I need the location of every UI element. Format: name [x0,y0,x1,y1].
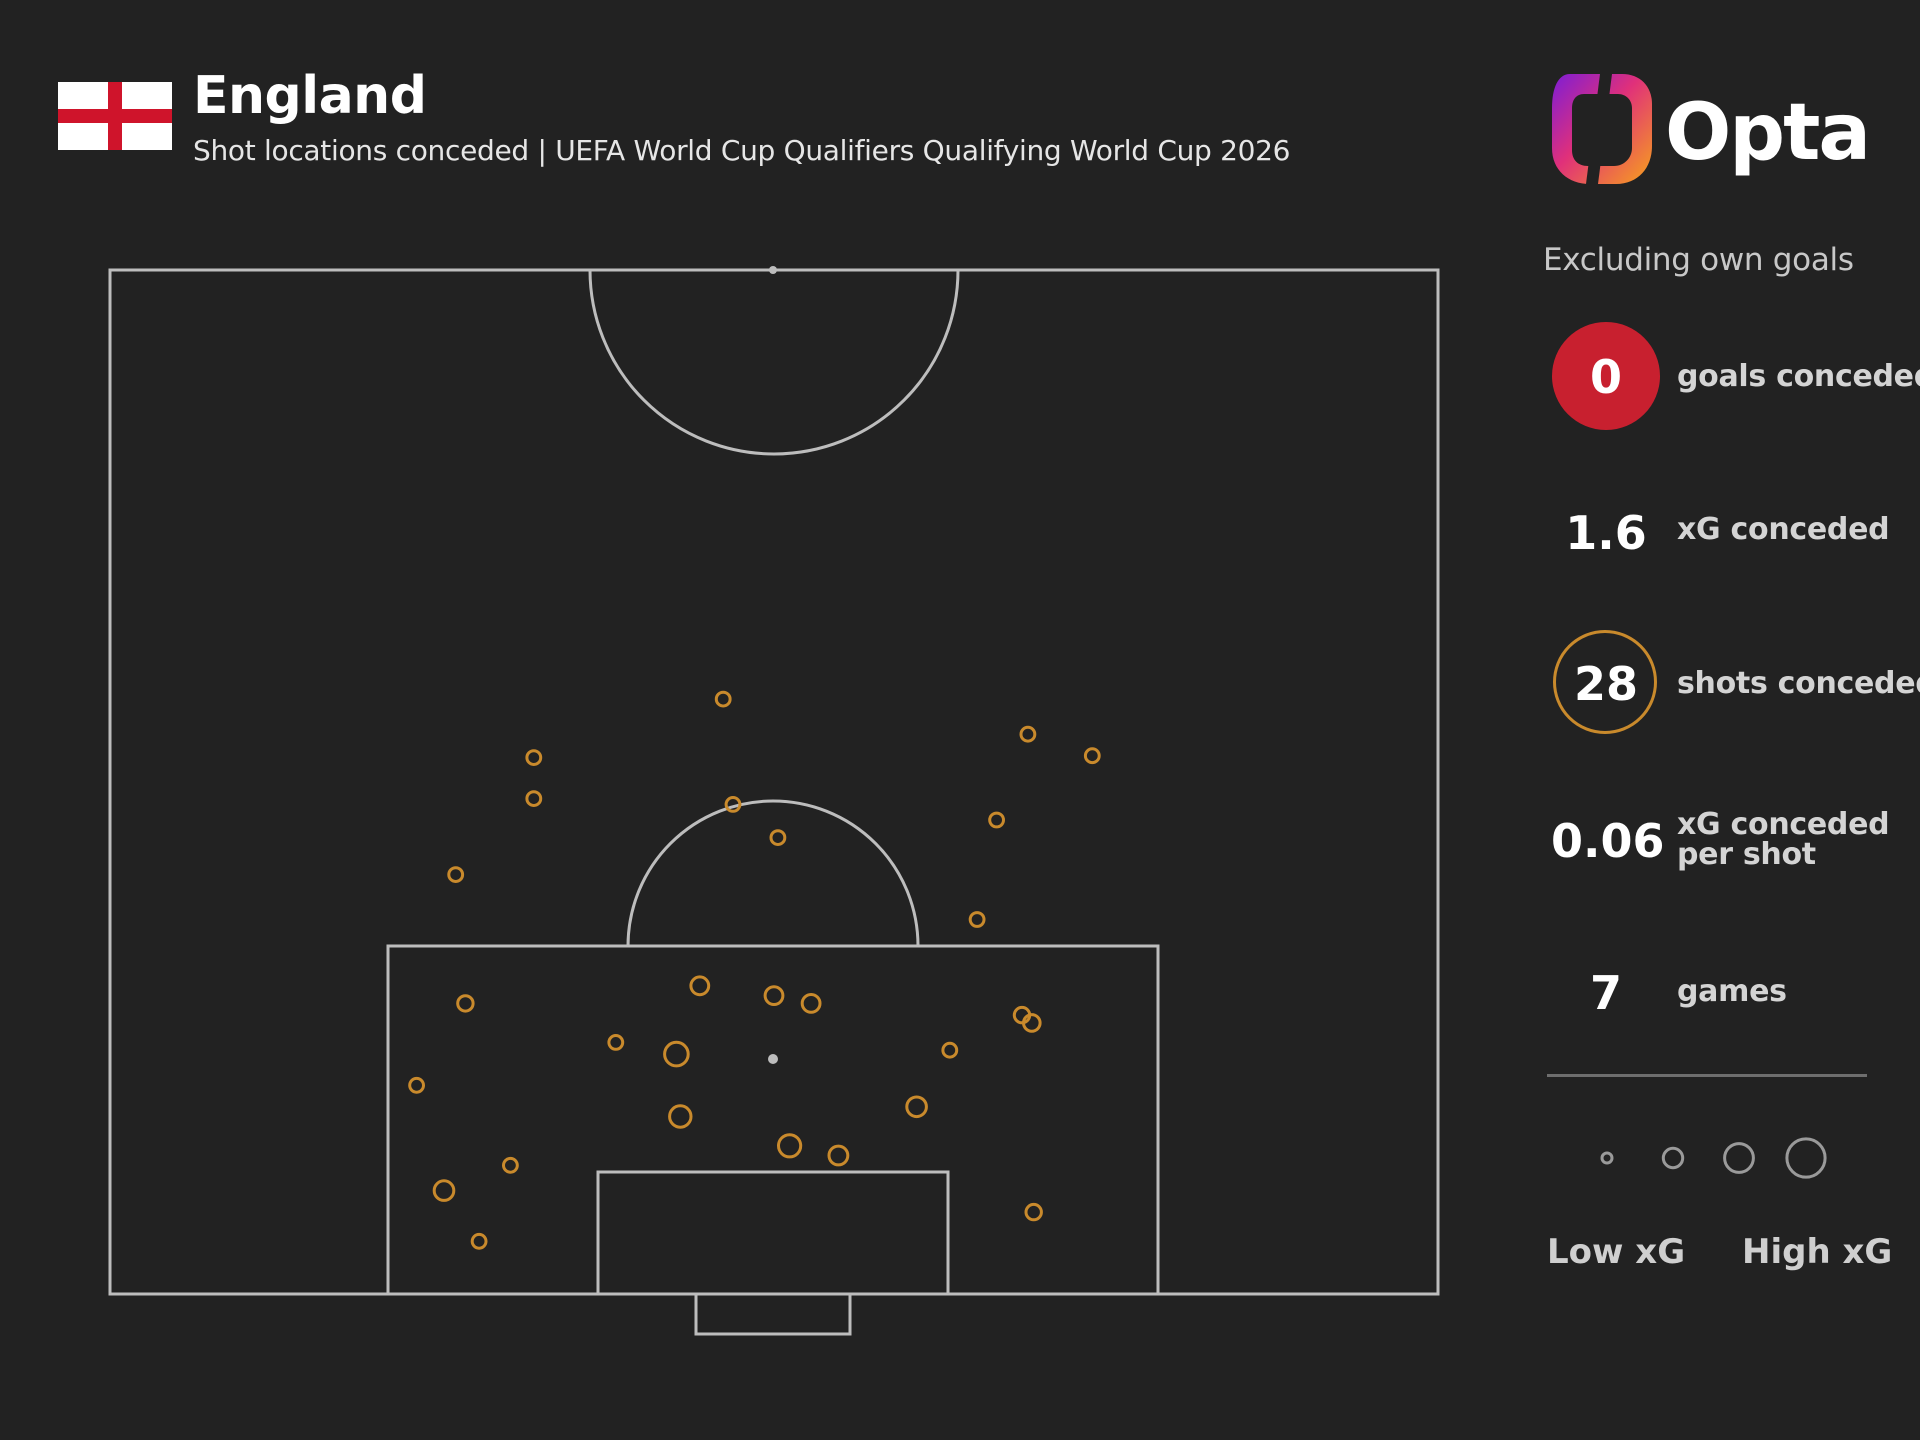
shot-marker-20 [408,1076,426,1094]
shot-marker-1 [714,690,732,708]
legend-high-label: High xG [1742,1232,1893,1272]
shot-marker-23 [777,1133,803,1159]
opta-logo-icon [1552,74,1652,184]
goals-value: 0 [1589,350,1622,404]
legend-circle-2 [1661,1146,1685,1170]
stats-divider [1547,1074,1867,1077]
xg-per-shot-label-1: xG conceded [1677,807,1890,842]
brand-name: Opta [1665,88,1871,178]
goals-badge [1552,322,1660,430]
legend-low-label: Low xG [1547,1232,1686,1272]
shot-marker-17 [607,1034,625,1051]
shot-marker-12 [689,975,711,997]
page-subtitle: Shot locations conceded | UEFA World Cup… [193,134,1291,167]
centre-circle [588,269,960,456]
legend-circle-3 [1723,1142,1755,1174]
shot-marker-3 [525,790,543,807]
shot-marker-16 [1022,1013,1042,1033]
penalty-arc [626,799,920,947]
xg-label: xG conceded [1677,512,1890,547]
shot-marker-5 [1083,747,1101,765]
shots-value: 28 [1573,657,1638,711]
xg-value: 1.6 [1565,506,1647,560]
shot-marker-18 [663,1040,690,1068]
pitch-lines [108,268,1440,1336]
shot-marker-10 [968,911,986,928]
games-label: games [1677,974,1787,1009]
shot-marker-6 [724,796,742,813]
shot-marker-19 [941,1041,959,1059]
shot-marker-25 [502,1156,519,1174]
shot-marker-2 [525,749,543,766]
shot-marker-8 [988,811,1005,829]
shot-marker-4 [1019,725,1037,743]
goals-label: goals conceded [1677,359,1920,394]
xg-per-shot-value: 0.06 [1551,814,1665,868]
legend-circle-4 [1785,1137,1827,1179]
shot-marker-14 [800,993,822,1014]
shot-marker-7 [769,829,787,846]
shot-marker-27 [1024,1202,1043,1222]
shot-marker-28 [470,1232,488,1250]
shot-marker-24 [827,1144,850,1167]
xg-per-shot-label-2: per shot [1677,837,1816,872]
england-flag [58,82,172,150]
centre-spot [769,266,777,274]
shot-marker-9 [447,866,465,883]
legend-circle-1 [1600,1151,1614,1165]
goal [694,1292,852,1336]
shot-marker-11 [456,994,475,1013]
shot-marker-21 [668,1104,693,1129]
excluding-note: Excluding own goals [1543,242,1854,278]
shot-marker-13 [763,985,785,1006]
page-title: England [193,66,427,126]
shot-marker-22 [905,1095,928,1119]
games-value: 7 [1589,966,1622,1020]
shots-layer [408,690,1101,1250]
shots-badge [1553,630,1657,734]
shots-label: shots conceded [1677,666,1920,701]
penalty-spot [768,1054,778,1064]
shot-marker-26 [432,1179,456,1202]
